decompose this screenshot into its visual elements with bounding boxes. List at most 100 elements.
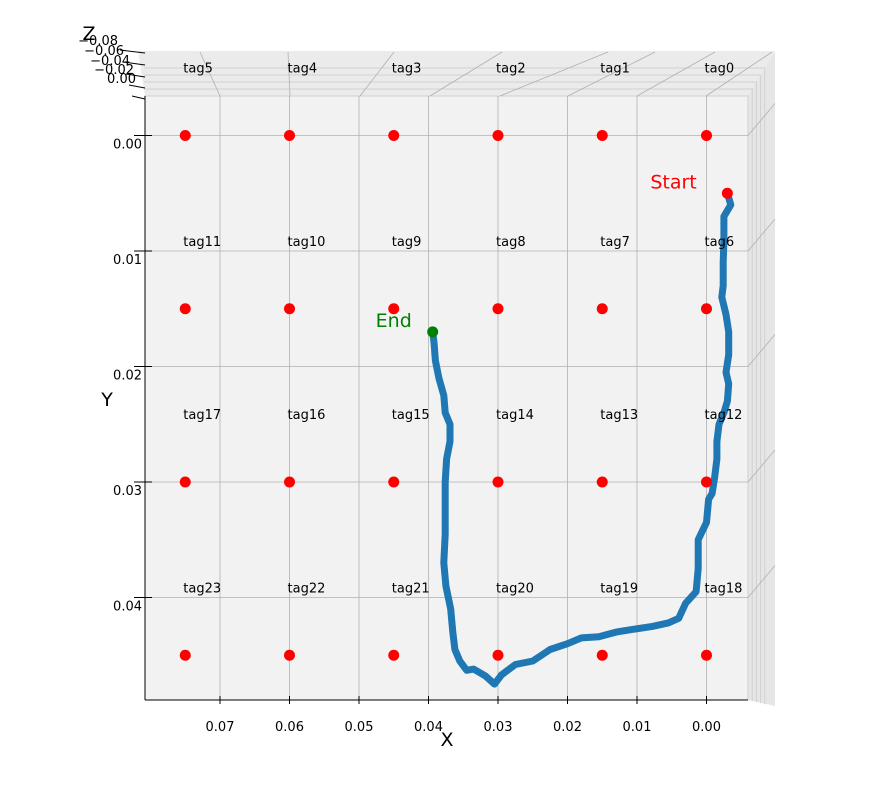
tag-marker <box>179 303 191 315</box>
top-grid-line <box>429 51 503 97</box>
pane-edge <box>144 74 762 704</box>
x-tick-label: 0.01 <box>623 720 652 735</box>
tag-label: tag9 <box>392 235 422 250</box>
tag-label: tag21 <box>392 581 430 596</box>
tag-marker <box>284 130 295 141</box>
top-grid-line <box>636 51 716 97</box>
z-tick-label: −0.06 <box>84 44 124 59</box>
tag-label: tag12 <box>705 408 743 423</box>
x-tick-label: 0.03 <box>484 720 513 735</box>
tag-label: tag11 <box>183 235 221 250</box>
tag-marker <box>492 130 504 141</box>
tag-label: tag6 <box>705 235 735 250</box>
tag-marker <box>284 476 295 488</box>
z-axis-label: Z <box>82 23 95 45</box>
tag-marker <box>492 303 504 315</box>
start-annotation: Start <box>650 171 696 193</box>
top-grid-line <box>287 51 291 97</box>
pane-edge <box>144 95 749 700</box>
top-side-pane <box>138 51 775 96</box>
z-tick-mark <box>128 84 146 89</box>
z-tick-label: −0.02 <box>94 63 134 78</box>
tag-marker <box>284 649 295 661</box>
tag-label: tag1 <box>600 62 630 77</box>
tag-marker <box>701 476 712 488</box>
x-axis-label: X <box>440 729 453 751</box>
top-grid-line <box>359 51 395 97</box>
tag-label: tag15 <box>392 408 430 423</box>
tag-marker <box>596 303 608 315</box>
tag-marker <box>284 303 295 315</box>
tag-label: tag7 <box>600 235 630 250</box>
top-grid-line <box>567 51 656 97</box>
right-side-pane <box>748 51 775 706</box>
tag-label: tag18 <box>705 581 743 596</box>
z-tick-label: −0.08 <box>78 34 118 49</box>
tag-marker <box>596 130 608 141</box>
y-tick-label: 0.03 <box>113 484 142 499</box>
x-tick-label: 0.04 <box>414 720 443 735</box>
top-grid-line <box>705 51 773 97</box>
y-tick-label: 0.04 <box>113 600 142 615</box>
x-tick-label: 0.07 <box>206 720 235 735</box>
tag-label: tag16 <box>288 408 326 423</box>
side-grid-line <box>747 449 776 483</box>
tag-label: tag4 <box>288 62 318 77</box>
top-grid-line <box>199 51 221 97</box>
tag-marker <box>179 476 191 488</box>
end-annotation: End <box>376 310 412 332</box>
pane-edge <box>144 81 757 703</box>
tag-label: tag0 <box>705 62 735 77</box>
labels-layer: tag0 tag1 tag2 tag3 tag4 tag5 tag6 tag7 tag8 tag9… <box>183 62 742 597</box>
end-point <box>427 326 439 338</box>
x-tick-label: 0.00 <box>692 720 721 735</box>
tag-marker <box>492 649 504 661</box>
tag-marker <box>701 303 712 315</box>
x-tick-label: 0.06 <box>275 720 304 735</box>
z-tick-mark <box>119 49 146 54</box>
z-tick-mark <box>131 95 146 100</box>
z-tick-label: 0.00 <box>107 72 136 87</box>
y-tick-label: 0.00 <box>113 138 142 153</box>
tag-label: tag5 <box>183 62 213 77</box>
start-point <box>721 187 733 199</box>
tag-label: tag23 <box>183 581 221 596</box>
tag-label: tag14 <box>496 408 534 423</box>
back-pane <box>138 51 775 706</box>
top-grid-line <box>499 51 609 97</box>
tag-marker <box>596 649 608 661</box>
y-tick-label: 0.01 <box>113 253 142 268</box>
tag-label: tag20 <box>496 581 534 596</box>
tag-marker <box>179 649 191 661</box>
tag-label: tag10 <box>288 235 326 250</box>
side-grid-line <box>747 218 776 252</box>
x-tick-label: 0.05 <box>345 720 374 735</box>
tag-label: tag13 <box>600 408 638 423</box>
trajectory-line <box>429 189 735 688</box>
side-grid-line <box>747 334 776 367</box>
pane-edge <box>144 88 753 702</box>
tag-marker <box>179 130 191 141</box>
tag-label: tag19 <box>600 581 638 596</box>
tag-marker <box>701 649 712 661</box>
grid-lines <box>145 51 776 700</box>
pane-edge <box>144 67 766 705</box>
tag-label: tag17 <box>183 408 221 423</box>
side-grid-line <box>747 565 776 598</box>
y-axis-label: Y <box>100 389 113 411</box>
tag-marker <box>388 130 400 141</box>
tag-marker <box>388 649 400 661</box>
x-tick-label: 0.02 <box>553 720 582 735</box>
tag-markers-layer <box>179 130 712 661</box>
tag-marker <box>492 476 504 488</box>
tag-label: tag8 <box>496 235 526 250</box>
side-grid-line <box>747 103 776 136</box>
tag-marker <box>388 303 400 315</box>
axes: 0.07 0.06 0.05 0.04 0.03 0.02 0.01 0.00 0.00 0.01… <box>78 23 748 751</box>
tag-label: tag3 <box>392 62 422 77</box>
y-tick-label: 0.02 <box>113 369 142 384</box>
tag-label: tag2 <box>496 62 526 77</box>
tag-label: tag22 <box>288 581 326 596</box>
z-tick-mark <box>122 61 146 66</box>
